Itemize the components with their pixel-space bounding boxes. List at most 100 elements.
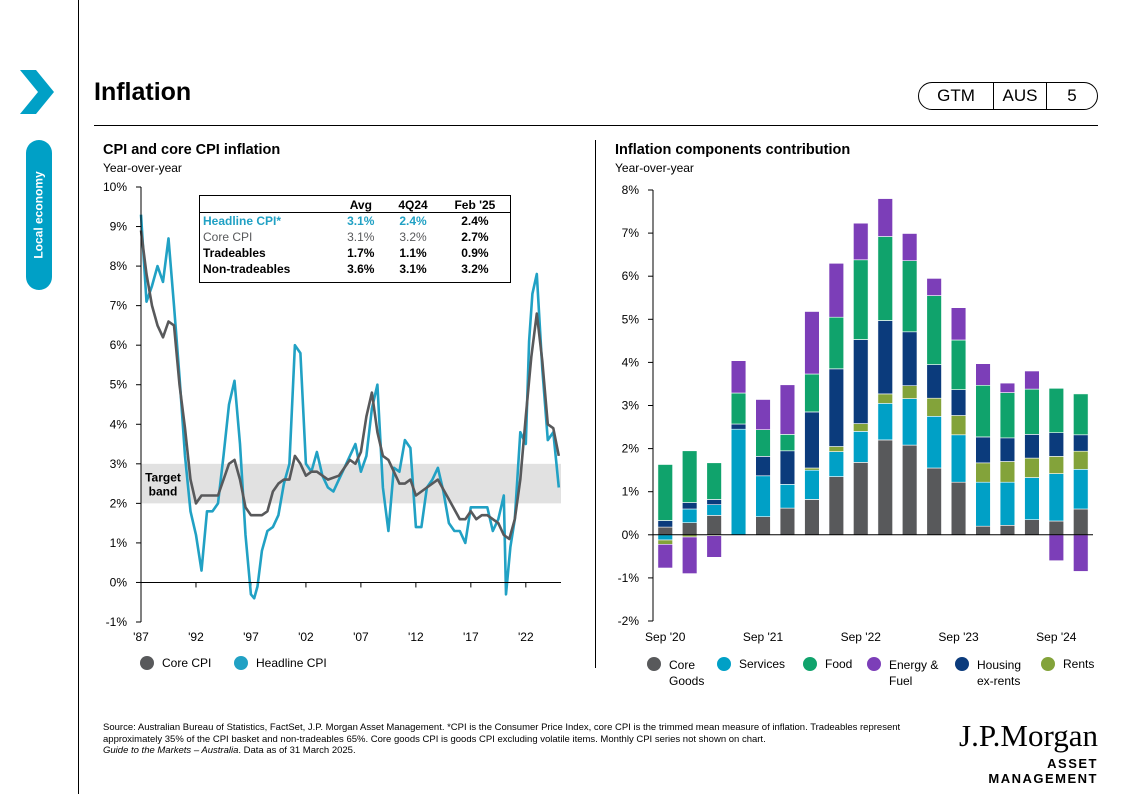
bar-segment bbox=[877, 236, 893, 321]
bar-segment bbox=[682, 536, 698, 574]
bar-segment bbox=[950, 307, 967, 341]
y-tick-label: 10% bbox=[103, 180, 127, 194]
page-badge: GTM AUS 5 bbox=[918, 82, 1098, 110]
x-tick-label: Sep '22 bbox=[841, 630, 882, 644]
legend-swatch bbox=[234, 656, 248, 670]
badge-gtm: GTM bbox=[919, 83, 994, 109]
bar-segment bbox=[706, 462, 722, 500]
legend-item: Core Goods bbox=[647, 657, 704, 689]
bar-segment bbox=[779, 384, 796, 435]
bar-segment bbox=[950, 389, 967, 416]
footnote-source: Source: Australian Bureau of Statistics,… bbox=[103, 722, 901, 745]
bar-segment bbox=[1024, 457, 1040, 478]
x-tick-label: '07 bbox=[353, 630, 369, 644]
bar-segment bbox=[877, 439, 893, 536]
bar-segment bbox=[779, 507, 796, 536]
bar-segment bbox=[730, 428, 747, 536]
page-title: Inflation bbox=[94, 78, 192, 106]
bar-segment bbox=[853, 431, 869, 463]
bar-segment bbox=[804, 469, 820, 500]
legend-item: Housing ex-rents bbox=[955, 657, 1021, 689]
legend-label: Rents bbox=[1063, 657, 1095, 671]
bar-segment bbox=[926, 467, 942, 536]
table-row: Non-tradeables 3.6% 3.1% 3.2% bbox=[200, 261, 510, 277]
bar-segment bbox=[779, 434, 796, 452]
bar-segment bbox=[804, 499, 820, 536]
y-tick-label: 5% bbox=[622, 312, 640, 326]
bar-segment bbox=[853, 462, 869, 536]
bar-segment bbox=[755, 475, 771, 517]
bar-segment bbox=[706, 499, 722, 505]
x-tick-label: Sep '20 bbox=[645, 630, 686, 644]
bar-segment bbox=[999, 382, 1016, 393]
table-cell: 3.2% bbox=[399, 230, 427, 244]
x-tick-label: Sep '23 bbox=[938, 630, 979, 644]
bar-segment bbox=[975, 481, 991, 527]
bar-segment bbox=[1048, 388, 1064, 434]
x-tick-label: '12 bbox=[408, 630, 424, 644]
x-tick-label: '22 bbox=[518, 630, 534, 644]
bar-segment bbox=[730, 360, 747, 394]
bar-segment bbox=[682, 502, 698, 510]
x-tick-label: '02 bbox=[298, 630, 314, 644]
legend-swatch bbox=[955, 657, 969, 671]
y-tick-label: -1% bbox=[618, 571, 640, 585]
bar-segment bbox=[779, 450, 796, 485]
footnote: Source: Australian Bureau of Statistics,… bbox=[103, 722, 923, 757]
table-cell: 3.1% bbox=[399, 262, 427, 276]
right-legend: Core Goods Services Food Energy & Fuel H… bbox=[647, 657, 1107, 693]
bar-segment bbox=[1048, 456, 1064, 474]
bar-segment bbox=[657, 543, 673, 569]
legend-label: Headline CPI bbox=[256, 656, 327, 670]
legend-item: Rents bbox=[1041, 657, 1094, 671]
x-tick-label: Sep '24 bbox=[1036, 630, 1077, 644]
target-band-label: Target bbox=[145, 471, 181, 485]
y-tick-label: 8% bbox=[110, 259, 128, 273]
jpmorgan-logo: J.P.Morgan bbox=[959, 718, 1098, 753]
left-chart-subtitle: Year-over-year bbox=[103, 161, 182, 175]
bar-segment bbox=[755, 429, 771, 457]
side-tab[interactable] bbox=[26, 140, 52, 290]
bar-segment bbox=[901, 233, 918, 262]
table-cell: 3.1% bbox=[347, 230, 375, 244]
bar-segment bbox=[975, 436, 991, 464]
bar-segment bbox=[804, 467, 820, 471]
bar-segment bbox=[828, 476, 844, 536]
legend-swatch bbox=[867, 657, 881, 671]
table-cell: Tradeables bbox=[203, 246, 266, 260]
y-tick-label: 2% bbox=[110, 496, 128, 510]
y-tick-label: 9% bbox=[110, 220, 128, 234]
side-tab-label: Local economy bbox=[32, 171, 47, 259]
table-cell: Non-tradeables bbox=[203, 262, 291, 276]
bar-segment bbox=[1024, 388, 1040, 435]
title-divider bbox=[94, 125, 1098, 126]
left-legend: Core CPI Headline CPI bbox=[140, 656, 560, 676]
bar-segment bbox=[706, 504, 722, 516]
bar-segment bbox=[1073, 434, 1089, 452]
bar-segment bbox=[950, 339, 967, 390]
bar-segment bbox=[828, 316, 844, 370]
table-row: Tradeables 1.7% 1.1% 0.9% bbox=[200, 245, 510, 261]
bar-segment bbox=[1073, 393, 1089, 436]
bar-segment bbox=[999, 437, 1016, 462]
table-cell: 0.9% bbox=[461, 246, 489, 260]
bar-segment bbox=[950, 415, 967, 436]
cpi-line-chart: Target band 10% 9% 8% 7% 6% 5% 4% 3% 2% 1% 0% -1% '… bbox=[103, 180, 561, 644]
bar-segment bbox=[730, 423, 747, 430]
bar-segment bbox=[657, 464, 673, 521]
legend-swatch bbox=[647, 657, 661, 671]
core-cpi-line bbox=[139, 230, 561, 541]
bar-segment bbox=[657, 534, 673, 541]
legend-label: Food bbox=[825, 657, 853, 671]
badge-region: AUS bbox=[994, 83, 1047, 109]
bar-segment bbox=[926, 364, 942, 399]
y-tick-label: 1% bbox=[622, 485, 640, 499]
bar-segment bbox=[779, 484, 796, 509]
bar-segment bbox=[999, 461, 1016, 483]
bar-segment bbox=[853, 222, 869, 261]
table-cell: 2.4% bbox=[461, 214, 489, 228]
left-chart-title: CPI and core CPI inflation bbox=[103, 142, 281, 158]
legend-item: Services bbox=[717, 657, 785, 671]
y-tick-label: 6% bbox=[622, 269, 640, 283]
left-divider bbox=[78, 0, 79, 794]
